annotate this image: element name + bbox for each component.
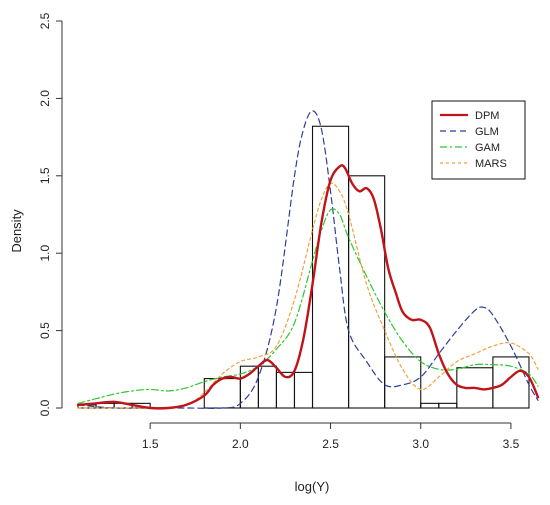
x-tick-label-1: 2.0: [232, 437, 249, 451]
axes: 1.5 2.0 2.5 3.0 3.5 0.0 0.5 1.0 1.5 2.0 2.5: [38, 12, 520, 451]
y-tick-label-1: 0.5: [38, 322, 52, 339]
histogram-bar-15: [420, 402, 440, 409]
x-axis-label: log(Y): [295, 479, 330, 494]
legend-label-gam: GAM: [475, 142, 500, 154]
histogram-bar-12: [311, 125, 350, 409]
y-tick-label-0: 0.0: [38, 399, 52, 416]
histogram-bar-16: [438, 402, 458, 409]
y-tick-label-3: 1.5: [38, 167, 52, 184]
series-line-mars: [77, 182, 539, 409]
legend: DPM GLM GAM MARS: [431, 100, 526, 180]
histogram-bar-18: [492, 356, 530, 409]
x-tick-label-4: 3.5: [503, 437, 520, 451]
y-tick-label-2: 1.0: [38, 245, 52, 262]
legend-label-glm: GLM: [475, 126, 499, 138]
x-tick-label-3: 3.0: [412, 437, 429, 451]
x-tick-label-0: 1.5: [142, 437, 159, 451]
series-line-dpm: [76, 164, 540, 410]
y-axis-label: Density: [9, 209, 24, 253]
legend-label-dpm: DPM: [475, 110, 499, 122]
y-tick-label-5: 2.5: [38, 12, 52, 29]
legend-label-mars: MARS: [475, 158, 507, 170]
histogram-bar-9: [257, 365, 277, 409]
series-line-gam: [77, 208, 539, 404]
density-curves: [76, 110, 540, 410]
x-tick-label-2: 2.5: [322, 437, 339, 451]
histogram-bar-14: [384, 356, 422, 409]
y-tick-label-4: 2.0: [38, 90, 52, 107]
histogram-bar-11: [293, 371, 314, 409]
histogram-bar-7: [203, 378, 241, 409]
series-line-glm: [77, 110, 539, 409]
histogram-bar-13: [348, 175, 386, 409]
